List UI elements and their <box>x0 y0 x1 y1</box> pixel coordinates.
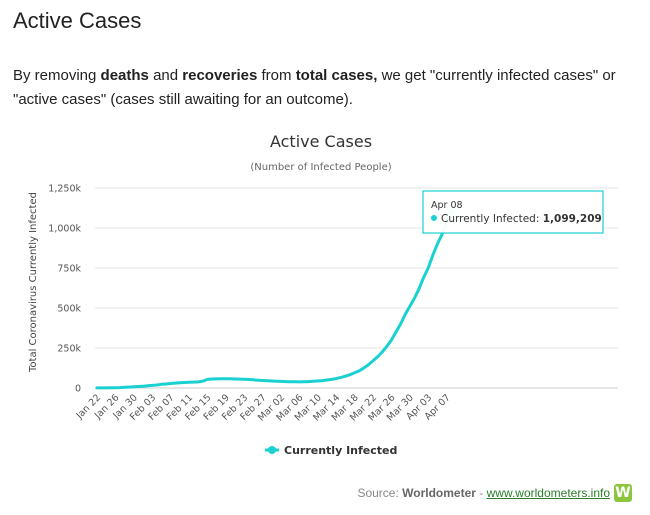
intro-bold-recoveries: recoveries <box>182 67 258 84</box>
y-tick-label: 750k <box>57 264 81 275</box>
y-tick-label: 250k <box>57 344 81 355</box>
y-tick-label: 0 <box>75 384 81 395</box>
tooltip-series-dot <box>431 215 437 221</box>
tooltip-date: Apr 08 <box>431 200 463 211</box>
worldometer-logo-icon: W <box>614 484 632 502</box>
chart-subtitle: (Number of Infected People) <box>250 162 391 173</box>
intro-bold-deaths: deaths <box>100 67 149 84</box>
legend[interactable]: Currently Infected <box>265 444 397 457</box>
source-link[interactable]: www.worldometers.info <box>486 486 610 500</box>
intro-bold-total-cases: total cases, <box>295 67 378 84</box>
source-name: Worldometer <box>402 486 476 500</box>
tooltip-value: 1,099,209 <box>543 213 602 225</box>
active-cases-chart[interactable]: Active Cases (Number of Infected People)… <box>0 0 650 480</box>
tooltip-box <box>422 190 604 234</box>
intro-text-3: from <box>257 67 296 84</box>
legend-marker <box>268 446 276 454</box>
source-label: Source: <box>357 486 399 500</box>
y-tick-label: 500k <box>57 304 81 315</box>
intro-text-4: we get "currently infected cases" or "ac… <box>13 67 616 108</box>
y-tick-label: 1,250k <box>48 184 81 195</box>
tooltip: Apr 08 Currently Infected: 1,099,209 <box>422 190 604 234</box>
chart-title: Active Cases <box>270 132 372 151</box>
y-axis-label: Total Coronavirus Currently Infected <box>28 192 39 373</box>
y-tick-labels: 0 250k 500k 750k 1,000k 1,250k <box>48 184 81 395</box>
tooltip-series-label: Currently Infected: <box>441 213 543 225</box>
source-credit: Source: Worldometer - www.worldometers.i… <box>357 486 610 500</box>
tooltip-series-text: Currently Infected: 1,099,209 <box>441 213 602 225</box>
page-title: Active Cases <box>13 8 142 33</box>
source-separator: - <box>479 486 484 500</box>
intro-paragraph: By removing deaths and recoveries from t… <box>13 64 633 112</box>
intro-text-2: and <box>148 67 183 84</box>
intro-text-1: By removing <box>13 67 101 84</box>
legend-label: Currently Infected <box>284 444 397 457</box>
series-line-currently-infected[interactable] <box>95 210 453 390</box>
y-tick-label: 1,000k <box>48 224 81 235</box>
